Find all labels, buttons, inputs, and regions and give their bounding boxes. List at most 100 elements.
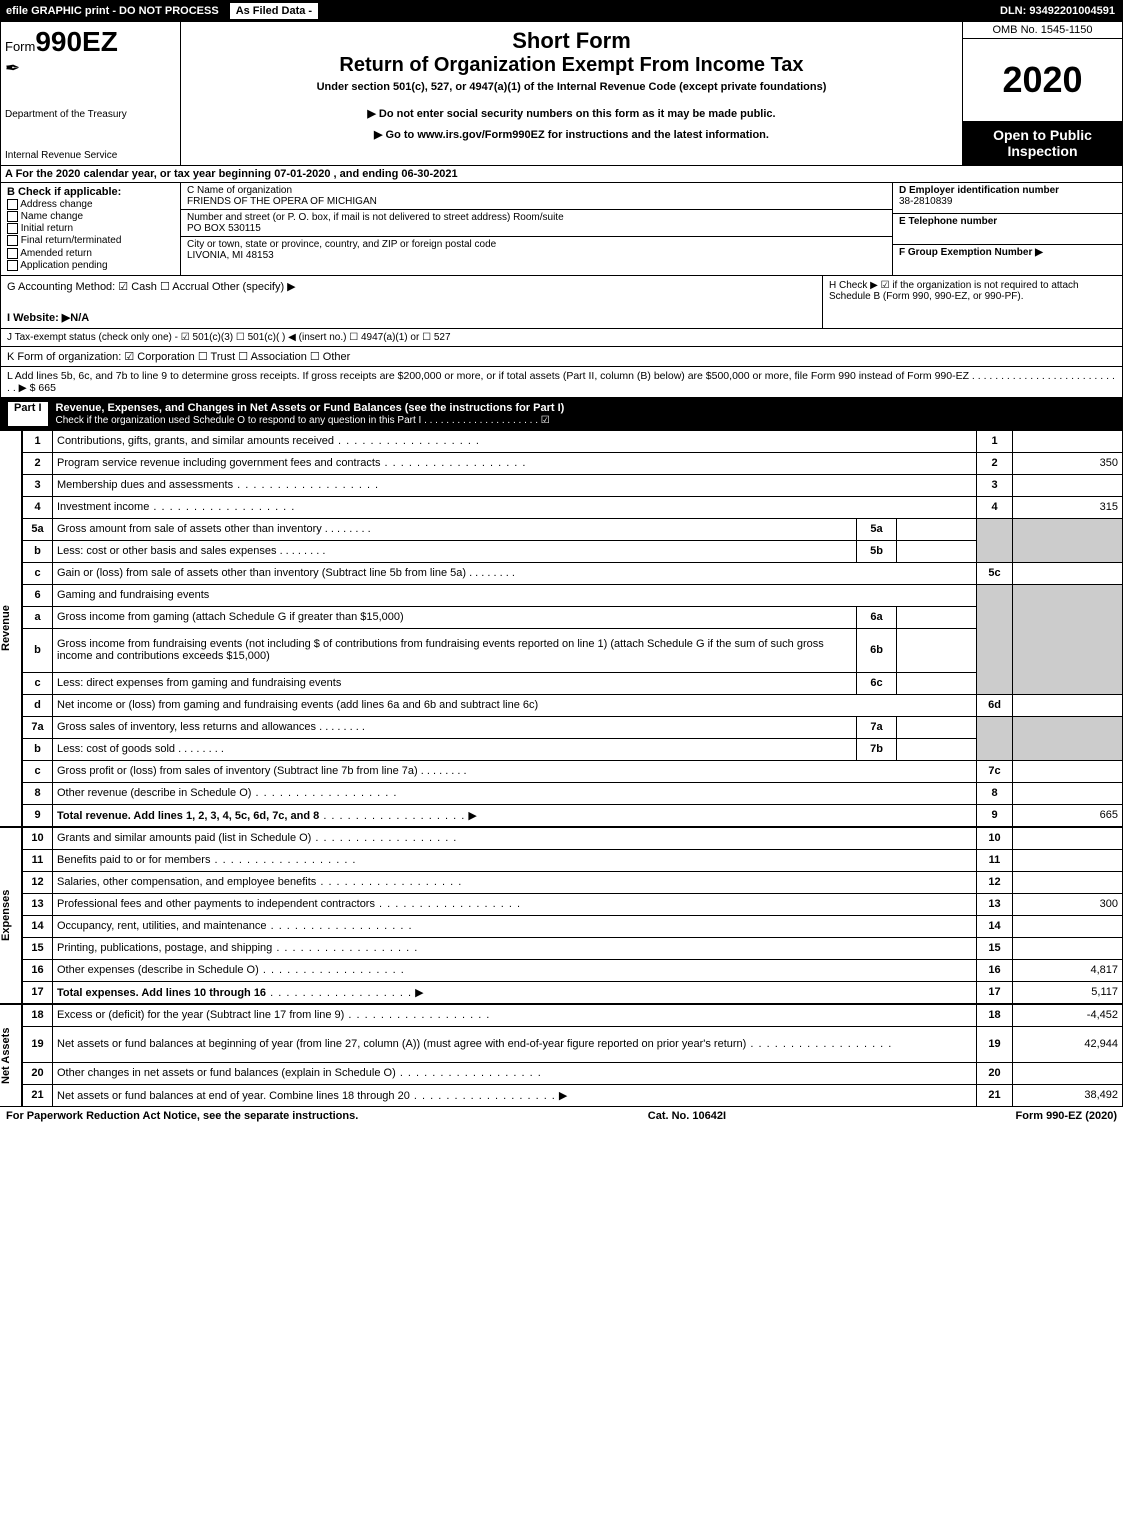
f-label: F Group Exemption Number ▶ (899, 247, 1043, 258)
line-16-amt: 4,817 (1013, 959, 1123, 981)
line-21-amt: 38,492 (1013, 1084, 1123, 1106)
line-5b-desc: Less: cost or other basis and sales expe… (57, 545, 277, 557)
line-21-desc: Net assets or fund balances at end of ye… (57, 1090, 410, 1102)
top-bar: efile GRAPHIC print - DO NOT PROCESS As … (0, 0, 1123, 22)
line-14-desc: Occupancy, rent, utilities, and maintena… (57, 920, 267, 932)
dept-label: Department of the Treasury (5, 109, 176, 120)
irs-logo-icon: ✒ (5, 58, 176, 79)
ssn-note: ▶ Do not enter social security numbers o… (187, 107, 956, 120)
part-1-heading: Revenue, Expenses, and Changes in Net As… (56, 402, 565, 414)
expenses-side-label: Expenses (0, 827, 22, 1004)
line-12-desc: Salaries, other compensation, and employ… (57, 876, 316, 888)
line-a: A For the 2020 calendar year, or tax yea… (0, 166, 1123, 183)
d-column: D Employer identification number 38-2810… (892, 183, 1122, 275)
footer-cat: Cat. No. 10642I (358, 1110, 1015, 1122)
org-name: FRIENDS OF THE OPERA OF MICHIGAN (187, 196, 886, 207)
line-9-desc: Total revenue. Add lines 1, 2, 3, 4, 5c,… (57, 810, 319, 822)
cb-initial[interactable]: Initial return (7, 223, 174, 234)
cb-amended[interactable]: Amended return (7, 248, 174, 259)
line-6d-desc: Net income or (loss) from gaming and fun… (57, 699, 538, 711)
addr-value: PO BOX 530115 (187, 223, 886, 234)
line-6b-desc: Gross income from fundraising events (no… (57, 638, 824, 662)
city-value: LIVONIA, MI 48153 (187, 250, 886, 261)
footer-right: Form 990-EZ (2020) (1016, 1110, 1117, 1122)
line-9-amt: 665 (1013, 804, 1123, 826)
line-4-amt: 315 (1013, 496, 1123, 518)
g-accounting: G Accounting Method: ☑ Cash ☐ Accrual Ot… (7, 280, 816, 293)
line-13-desc: Professional fees and other payments to … (57, 898, 375, 910)
line-3-desc: Membership dues and assessments (57, 479, 233, 491)
line-10-desc: Grants and similar amounts paid (list in… (57, 832, 311, 844)
line-6-desc: Gaming and fundraising events (53, 584, 977, 606)
cb-final[interactable]: Final return/terminated (7, 235, 174, 246)
irs-label: Internal Revenue Service (5, 150, 176, 161)
short-form-title: Short Form (187, 28, 956, 54)
line-4-desc: Investment income (57, 501, 149, 513)
line-1-amt (1013, 430, 1123, 452)
page-footer: For Paperwork Reduction Act Notice, see … (0, 1107, 1123, 1125)
part-1-label: Part I (8, 402, 48, 426)
form-number: Form990EZ (5, 26, 176, 58)
return-title: Return of Organization Exempt From Incom… (187, 54, 956, 77)
line-11-desc: Benefits paid to or for members (57, 854, 210, 866)
c-column: C Name of organization FRIENDS OF THE OP… (181, 183, 892, 275)
line-6a-desc: Gross income from gaming (attach Schedul… (57, 611, 404, 623)
net-assets-section: Net Assets 18Excess or (deficit) for the… (0, 1004, 1123, 1107)
dln-label: DLN: 93492201004591 (992, 5, 1123, 17)
addr-label: Number and street (or P. O. box, if mail… (187, 212, 886, 223)
expenses-section: Expenses 10Grants and similar amounts pa… (0, 827, 1123, 1004)
omb-number: OMB No. 1545-1150 (963, 22, 1122, 39)
line-17-desc: Total expenses. Add lines 10 through 16 (57, 987, 266, 999)
subtitle: Under section 501(c), 527, or 4947(a)(1)… (187, 81, 956, 93)
line-20-desc: Other changes in net assets or fund bala… (57, 1067, 396, 1079)
city-label: City or town, state or province, country… (187, 239, 886, 250)
revenue-section: Revenue 1Contributions, gifts, grants, a… (0, 430, 1123, 827)
line-5a-desc: Gross amount from sale of assets other t… (57, 523, 322, 535)
ein-value: 38-2810839 (899, 196, 952, 207)
line-7a-desc: Gross sales of inventory, less returns a… (57, 721, 316, 733)
form-header: Form990EZ ✒ Department of the Treasury I… (0, 22, 1123, 166)
d-label: D Employer identification number (899, 185, 1059, 196)
cb-name[interactable]: Name change (7, 211, 174, 222)
footer-left: For Paperwork Reduction Act Notice, see … (6, 1110, 358, 1122)
line-13-amt: 300 (1013, 893, 1123, 915)
line-19-amt: 42,944 (1013, 1026, 1123, 1062)
line-1-desc: Contributions, gifts, grants, and simila… (57, 435, 334, 447)
line-2-desc: Program service revenue including govern… (57, 457, 380, 469)
line-7c-desc: Gross profit or (loss) from sales of inv… (57, 765, 418, 777)
b-column: B Check if applicable: Address change Na… (1, 183, 181, 275)
efile-label: efile GRAPHIC print - DO NOT PROCESS (0, 5, 225, 17)
c-label: C Name of organization (187, 185, 886, 196)
line-8-desc: Other revenue (describe in Schedule O) (57, 787, 251, 799)
section-b-h: B Check if applicable: Address change Na… (0, 183, 1123, 276)
revenue-side-label: Revenue (0, 430, 22, 827)
line-7b-desc: Less: cost of goods sold (57, 743, 175, 755)
e-label: E Telephone number (899, 216, 997, 227)
line-3-amt (1013, 474, 1123, 496)
g-h-row: G Accounting Method: ☑ Cash ☐ Accrual Ot… (0, 276, 1123, 329)
net-side-label: Net Assets (0, 1004, 22, 1107)
asfiled-label: As Filed Data - (229, 2, 319, 20)
line-19-desc: Net assets or fund balances at beginning… (57, 1038, 746, 1050)
line-6c-desc: Less: direct expenses from gaming and fu… (57, 677, 341, 689)
part-1-header: Part I Revenue, Expenses, and Changes in… (0, 398, 1123, 430)
i-website: I Website: ▶N/A (7, 311, 816, 324)
k-form-org: K Form of organization: ☑ Corporation ☐ … (0, 347, 1123, 367)
h-check: H Check ▶ ☑ if the organization is not r… (822, 276, 1122, 328)
line-18-amt: -4,452 (1013, 1004, 1123, 1026)
instructions-link[interactable]: ▶ Go to www.irs.gov/Form990EZ for instru… (187, 128, 956, 141)
line-2-amt: 350 (1013, 452, 1123, 474)
tax-year: 2020 (963, 39, 1122, 121)
cb-pending[interactable]: Application pending (7, 260, 174, 271)
open-inspection: Open to Public Inspection (963, 121, 1122, 165)
b-label: B Check if applicable: (7, 186, 174, 198)
j-tax-status: J Tax-exempt status (check only one) - ☑… (0, 329, 1123, 347)
line-18-desc: Excess or (deficit) for the year (Subtra… (57, 1009, 344, 1021)
cb-address[interactable]: Address change (7, 199, 174, 210)
line-16-desc: Other expenses (describe in Schedule O) (57, 964, 259, 976)
l-gross-receipts: L Add lines 5b, 6c, and 7b to line 9 to … (0, 367, 1123, 398)
line-15-desc: Printing, publications, postage, and shi… (57, 942, 272, 954)
part-1-sub: Check if the organization used Schedule … (56, 415, 550, 426)
line-5c-desc: Gain or (loss) from sale of assets other… (57, 567, 466, 579)
line-17-amt: 5,117 (1013, 981, 1123, 1003)
